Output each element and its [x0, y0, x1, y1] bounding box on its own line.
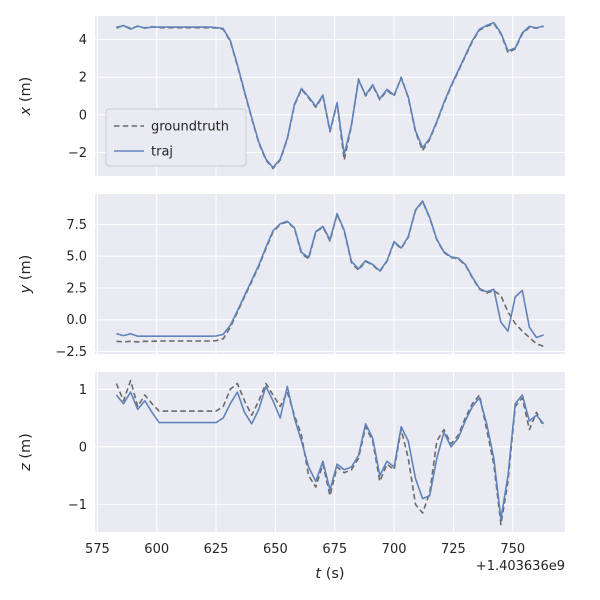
legend-box — [105, 108, 247, 167]
series-traj-line — [115, 385, 545, 520]
y-tick-label: −2 — [68, 146, 87, 161]
legend-label-groundtruth: groundtruth — [151, 120, 229, 135]
x-tick-label: 650 — [263, 542, 288, 557]
series-traj-line — [116, 200, 544, 339]
x-tick-label: 625 — [204, 542, 229, 557]
y-tick-label: 7.5 — [66, 218, 87, 233]
panel-background — [95, 194, 565, 354]
y-tick-label: 4 — [79, 33, 87, 48]
axis-label: y (m) — [18, 255, 34, 295]
y-tick-label: −2.5 — [55, 345, 87, 360]
axis-label: z (m) — [18, 433, 34, 472]
series-traj-line — [116, 21, 544, 169]
subplot-x: −2 0 2 4 x (m) groundtruth traj — [18, 16, 565, 176]
y-tick-label: 2.5 — [66, 281, 87, 296]
y-tick-label: 0.0 — [66, 313, 87, 328]
x-tick-label: 675 — [322, 542, 347, 557]
subplot-z: −1 0 1 z (m) 575 600 625 650 675 700 725 750 — [18, 372, 565, 557]
series-groundtruth-line — [115, 379, 545, 526]
legend-label-traj: traj — [151, 145, 173, 160]
y-tick-label: 0 — [79, 440, 87, 455]
legend: groundtruth traj — [105, 108, 247, 167]
x-tick-label: 575 — [85, 542, 110, 557]
y-tick-label: 2 — [79, 71, 87, 86]
axis-label: t (s) — [315, 566, 344, 582]
x-tick-label: 725 — [441, 542, 466, 557]
y-tick-label: −1 — [68, 498, 87, 513]
subplot-y: −2.5 0.0 2.5 5.0 7.5 y (m) — [18, 194, 565, 360]
gridlines — [95, 16, 565, 176]
gridlines — [95, 194, 565, 354]
gridlines — [95, 372, 565, 532]
axis-label: x (m) — [18, 77, 34, 117]
panel-background — [95, 372, 565, 532]
x-tick-label: 700 — [382, 542, 407, 557]
y-tick-label: 1 — [79, 383, 87, 398]
x-axis-offset-label: +1.403636e9 — [476, 559, 565, 574]
y-tick-label: 5.0 — [66, 250, 87, 265]
y-tick-label: 0 — [79, 108, 87, 123]
x-tick-label: 600 — [144, 542, 169, 557]
x-tick-label: 750 — [500, 542, 525, 557]
